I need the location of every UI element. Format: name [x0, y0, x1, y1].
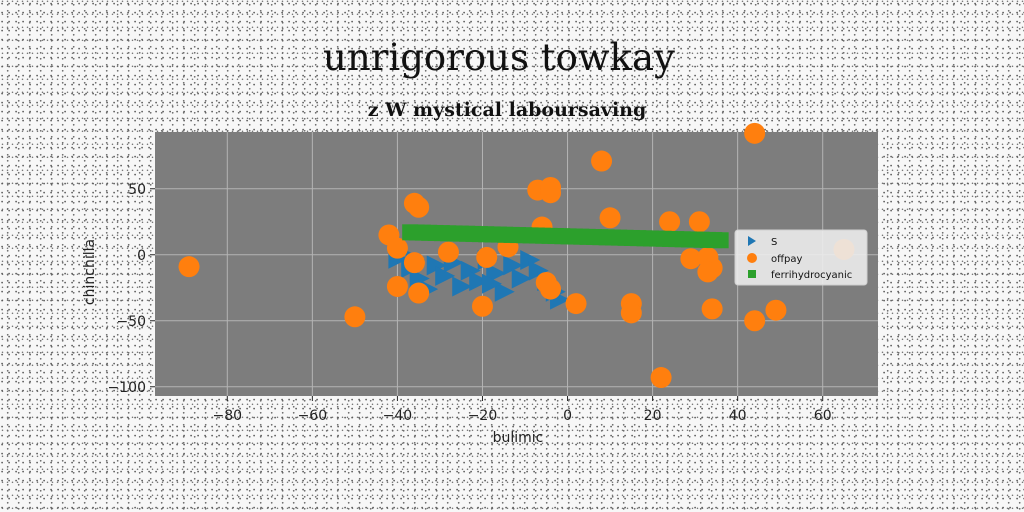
series-s-point: [511, 268, 532, 289]
series-offpay-point: [680, 248, 702, 270]
x-tick-label: 20: [644, 408, 662, 424]
legend-marker-ferrihydrocyanic: [748, 270, 756, 278]
chart-subtitle: z W mystical laboursaving: [368, 99, 647, 121]
series-ferrihydrocyanic-markers: [402, 224, 729, 249]
x-tick-label: 0: [563, 408, 572, 424]
series-offpay-point: [701, 298, 723, 320]
series-offpay-point: [386, 275, 408, 297]
series-s-point: [469, 271, 490, 292]
y-tick-label: −50: [116, 314, 146, 330]
series-s-point: [528, 260, 549, 281]
series-offpay-point: [386, 237, 408, 259]
series-offpay-point: [437, 241, 459, 263]
series-offpay-point: [688, 211, 710, 233]
series-offpay-point: [765, 299, 787, 321]
legend: S offpay ferrihydrocyanic: [734, 229, 868, 286]
series-offpay-point: [540, 278, 562, 300]
series-offpay-point: [476, 246, 498, 268]
series-offpay-point: [403, 252, 425, 274]
x-tick-label: −60: [298, 408, 328, 424]
x-tick-label: −40: [383, 408, 413, 424]
series-offpay-point: [591, 150, 613, 172]
series-offpay-point: [659, 211, 681, 233]
y-axis-ticks: −100 −50 0 50: [108, 182, 155, 396]
series-offpay-point: [408, 282, 430, 304]
series-s-point: [481, 273, 502, 294]
chart-title: unrigorous towkay: [323, 36, 675, 79]
series-offpay-point: [540, 182, 562, 204]
x-tick-label: −80: [213, 408, 243, 424]
legend-marker-s: [748, 236, 756, 246]
legend-box: [734, 229, 868, 286]
legend-marker-offpay: [747, 253, 757, 263]
legend-label-ferrihydrocyanic: ferrihydrocyanic: [771, 270, 852, 281]
series-offpay-markers: [178, 122, 855, 389]
series-offpay-point: [744, 122, 766, 144]
series-offpay-point: [565, 293, 587, 315]
series-offpay-point: [344, 306, 366, 328]
series-offpay-point: [744, 310, 766, 332]
x-axis-label: bulimic: [493, 430, 544, 446]
series-s-point: [460, 260, 481, 281]
y-tick-label: 50: [128, 182, 146, 198]
legend-label-offpay: offpay: [771, 254, 802, 265]
series-s-point: [452, 276, 473, 297]
x-tick-label: −20: [468, 408, 498, 424]
series-s-point: [494, 281, 515, 302]
series-s-point: [426, 255, 447, 276]
series-s-point: [520, 250, 541, 271]
series-offpay-point: [408, 196, 430, 218]
series-offpay-point: [620, 302, 642, 324]
series-ferrihydrocyanic-point: [712, 232, 729, 249]
x-tick-label: 40: [729, 408, 747, 424]
series-offpay-point: [599, 207, 621, 229]
x-tick-label: 60: [814, 408, 832, 424]
series-offpay-point: [697, 261, 719, 283]
series-s-point: [503, 255, 524, 276]
series-s-point: [486, 263, 507, 284]
series-offpay-point: [650, 367, 672, 389]
y-tick-label: 0: [137, 248, 146, 264]
series-offpay-point: [471, 295, 493, 317]
y-axis-label: chinchilla: [82, 239, 98, 305]
series-offpay-point: [178, 256, 200, 278]
legend-label-s: S: [771, 237, 777, 248]
x-axis-ticks: −80 −60 −40 −20 0 20 40 60: [213, 396, 832, 424]
y-tick-label: −100: [108, 380, 146, 396]
series-s-point: [435, 265, 456, 286]
